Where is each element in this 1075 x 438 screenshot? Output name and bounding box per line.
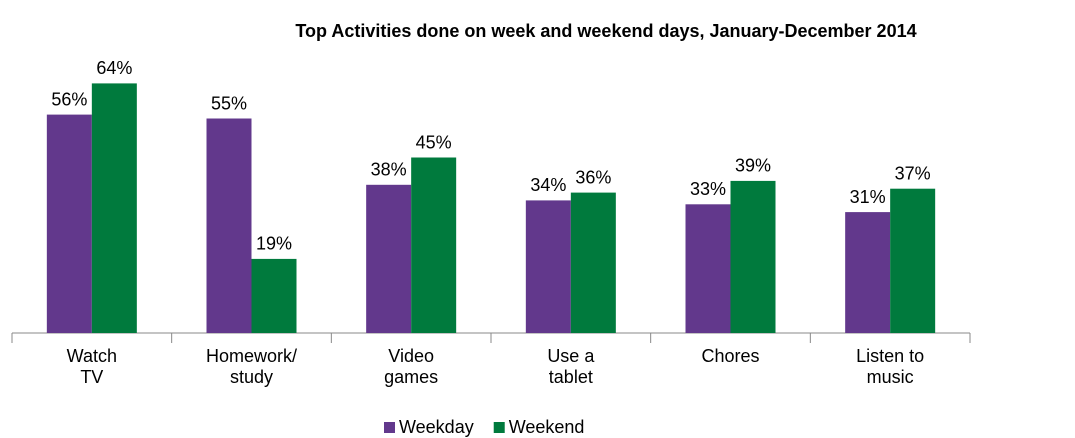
- bar: [251, 258, 297, 333]
- bar: [685, 204, 731, 333]
- value-label: 39%: [735, 156, 771, 176]
- bar: [730, 180, 776, 333]
- legend-label: Weekend: [509, 417, 585, 437]
- value-label: 19%: [256, 234, 292, 254]
- value-label: 64%: [96, 58, 132, 78]
- x-tick-label: Video: [388, 346, 434, 366]
- bar: [890, 188, 936, 333]
- value-label: 34%: [530, 175, 566, 195]
- x-tick-label: Homework/: [206, 346, 297, 366]
- legend-swatch: [384, 422, 395, 433]
- chart-title: Top Activities done on week and weekend …: [295, 21, 916, 41]
- bar: [91, 83, 137, 334]
- x-tick-label: Chores: [701, 346, 759, 366]
- bar: [46, 114, 92, 333]
- bar: [570, 192, 616, 333]
- x-tick-label: Use a: [547, 346, 595, 366]
- value-label: 31%: [850, 187, 886, 207]
- x-tick-label: games: [384, 367, 438, 387]
- value-label: 36%: [575, 167, 611, 187]
- value-label: 33%: [690, 179, 726, 199]
- x-tick-label: study: [230, 367, 273, 387]
- value-label: 38%: [371, 160, 407, 180]
- bar: [206, 118, 252, 333]
- value-label: 56%: [51, 89, 87, 109]
- bar: [366, 184, 412, 333]
- bar: [525, 200, 571, 333]
- legend-swatch: [493, 422, 505, 433]
- legend-label: Weekday: [399, 417, 474, 437]
- bar: [411, 157, 457, 333]
- value-label: 55%: [211, 93, 247, 113]
- value-label: 37%: [895, 163, 931, 183]
- value-label: 45%: [416, 132, 452, 152]
- bar: [845, 212, 891, 333]
- x-tick-label: TV: [80, 367, 103, 387]
- x-tick-label: music: [867, 367, 914, 387]
- x-tick-label: Watch: [67, 346, 117, 366]
- x-tick-label: tablet: [549, 367, 593, 387]
- x-tick-label: Listen to: [856, 346, 924, 366]
